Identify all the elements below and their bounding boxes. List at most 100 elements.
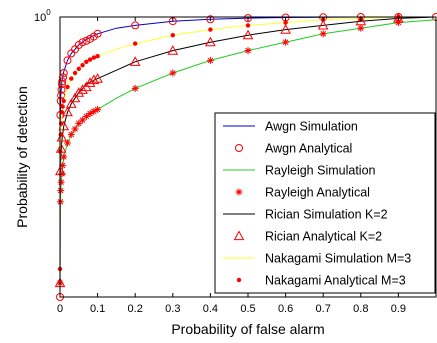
legend-label: Rician Analytical K=2 — [265, 230, 382, 244]
legend-entry-awgn-simulation: Awgn Simulation — [223, 120, 358, 134]
data-point — [57, 178, 65, 186]
data-point — [244, 14, 252, 23]
data-point — [282, 38, 290, 46]
data-point — [62, 106, 73, 117]
data-point — [133, 41, 138, 46]
x-tick-label: 0.3 — [165, 303, 180, 315]
data-point — [71, 125, 79, 133]
x-tick-label: 0.8 — [353, 303, 368, 315]
data-point — [60, 153, 68, 161]
data-point — [63, 56, 72, 65]
legend-box — [214, 112, 436, 294]
y-tick-label-top: 100 — [34, 8, 51, 24]
data-point — [129, 56, 141, 66]
data-point — [65, 98, 77, 108]
data-point — [170, 33, 175, 38]
data-point — [82, 112, 90, 120]
data-point — [244, 47, 252, 55]
data-point — [77, 84, 88, 94]
data-point — [58, 77, 67, 86]
data-point — [280, 24, 291, 34]
data-point — [245, 23, 251, 28]
data-point — [69, 76, 74, 81]
data-point — [78, 38, 87, 47]
data-point — [355, 15, 367, 26]
legend-entry-nakagami-simulation-m-3: Nakagami Simulation M=3 — [223, 252, 411, 266]
data-point — [92, 73, 103, 83]
legend-swatch — [236, 277, 242, 283]
data-point — [393, 12, 404, 23]
y-axis-label: Probability of detection — [14, 86, 30, 228]
data-point — [91, 55, 97, 60]
legend: Awgn Simulation Awgn Analytical Rayleigh S… — [214, 112, 436, 294]
data-point — [131, 21, 140, 30]
legend-label: Rayleigh Analytical — [265, 186, 370, 200]
data-point — [58, 132, 63, 137]
data-point — [131, 84, 139, 92]
x-tick-label: 0.6 — [278, 303, 293, 315]
legend-swatch — [233, 230, 245, 241]
data-point — [206, 15, 215, 24]
data-point — [94, 105, 102, 113]
legend-label: Awgn Analytical — [265, 142, 352, 156]
legend-label: Rician Simulation K=2 — [265, 208, 388, 222]
data-point — [208, 27, 213, 32]
data-point — [317, 19, 329, 30]
data-point — [86, 110, 94, 118]
legend-entry-nakagami-analytical-m-3: Nakagami Analytical M=3 — [236, 274, 406, 288]
data-point — [87, 57, 93, 62]
x-tick-label: 0.9 — [391, 303, 406, 315]
data-point — [73, 87, 85, 97]
data-point — [242, 29, 254, 40]
data-point — [283, 20, 288, 25]
series-line-rician-simulation-k-2 — [59, 16, 437, 298]
data-point — [65, 84, 70, 90]
data-point — [67, 131, 75, 139]
x-tick-label: 0.5 — [240, 303, 255, 315]
data-point — [84, 77, 96, 87]
data-point — [357, 24, 365, 32]
series-layer — [54, 12, 437, 301]
data-point — [206, 56, 214, 64]
data-point — [79, 116, 87, 124]
data-point — [167, 45, 179, 55]
data-point — [57, 85, 66, 94]
data-point — [58, 120, 70, 131]
data-point — [205, 36, 216, 47]
y-tick-exponent: 0 — [46, 8, 51, 17]
series-rayleigh-analytical — [56, 19, 402, 287]
data-point — [75, 119, 83, 127]
data-point — [88, 74, 100, 85]
data-point — [80, 62, 85, 68]
data-point — [169, 69, 177, 77]
y-tick-base: 10 — [34, 12, 46, 24]
x-axis-label: Probability of false alarm — [171, 321, 324, 337]
x-tick-label: 0.7 — [316, 303, 331, 315]
x-tick-label: 0.1 — [90, 303, 105, 315]
x-tick-label: 0.4 — [203, 303, 218, 315]
x-tick-label: 0 — [57, 303, 63, 315]
data-point — [93, 29, 102, 38]
data-point — [57, 91, 66, 100]
legend-label: Awgn Simulation — [265, 120, 358, 134]
legend-entry-rayleigh-simulation: Rayleigh Simulation — [223, 164, 376, 178]
x-axis-ticks: 0 0.1 0.2 0.3 0.4 0.5 0.6 0.7 0.8 0.9 — [57, 17, 406, 315]
legend-label: Rayleigh Simulation — [265, 164, 376, 178]
data-point — [59, 110, 65, 115]
legend-label: Nakagami Simulation M=3 — [265, 252, 411, 266]
data-point — [82, 36, 91, 45]
x-tick-label: 0.2 — [128, 303, 143, 315]
data-point — [61, 98, 66, 104]
legend-swatch — [235, 144, 243, 152]
data-point — [319, 30, 327, 38]
data-point — [69, 92, 81, 103]
data-point — [57, 187, 65, 195]
data-point — [95, 54, 100, 59]
data-point — [72, 70, 78, 76]
legend-entry-rayleigh-analytical: Rayleigh Analytical — [235, 186, 370, 200]
legend-entry-rician-simulation-k-2: Rician Simulation K=2 — [223, 208, 388, 222]
data-point — [60, 104, 65, 109]
data-point — [64, 139, 72, 147]
series-rician-simulation-k-2 — [59, 16, 437, 298]
